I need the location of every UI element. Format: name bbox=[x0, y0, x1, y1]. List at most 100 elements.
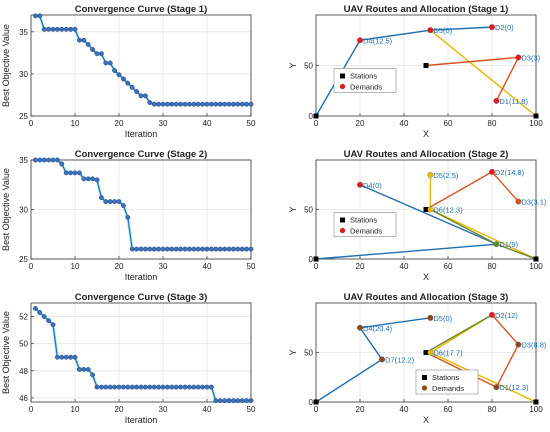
data-point bbox=[195, 246, 201, 252]
data-point bbox=[134, 89, 140, 95]
legend-label: Stations bbox=[350, 72, 377, 81]
data-point bbox=[46, 26, 52, 32]
data-point bbox=[134, 384, 140, 390]
y-tick-label: 50 bbox=[19, 340, 28, 349]
y-tick-label: 46 bbox=[19, 394, 28, 403]
demand-marker bbox=[357, 37, 363, 44]
data-point bbox=[37, 157, 43, 163]
data-point bbox=[63, 26, 69, 32]
x-tick-label: 0 bbox=[314, 262, 319, 271]
data-point bbox=[63, 354, 69, 360]
legend-label: Demands bbox=[350, 227, 382, 236]
data-point bbox=[72, 354, 78, 360]
data-point bbox=[50, 322, 56, 328]
data-point bbox=[226, 246, 232, 252]
station-marker bbox=[533, 256, 539, 262]
x-axis-label: Iteration bbox=[125, 272, 158, 282]
demand-marker bbox=[489, 168, 495, 175]
legend-demand-swatch bbox=[339, 227, 346, 234]
station-marker bbox=[313, 256, 319, 262]
data-point bbox=[164, 384, 170, 390]
chart-title: Convergence Curve (Stage 1) bbox=[75, 4, 208, 15]
demand-label: D2(12) bbox=[495, 311, 518, 320]
data-point bbox=[68, 354, 74, 360]
legend-box bbox=[333, 68, 397, 93]
data-point bbox=[129, 384, 135, 390]
x-tick-label: 20 bbox=[115, 405, 124, 414]
y-tick-label: 50 bbox=[304, 349, 313, 358]
data-point bbox=[32, 157, 38, 163]
data-point bbox=[156, 384, 162, 390]
data-point bbox=[107, 60, 113, 66]
x-axis-label: X bbox=[423, 129, 429, 139]
x-tick-label: 50 bbox=[247, 262, 256, 271]
data-point bbox=[204, 384, 210, 390]
legend-station-swatch bbox=[340, 73, 345, 79]
data-point bbox=[54, 157, 60, 163]
data-point bbox=[59, 161, 65, 167]
demand-marker bbox=[379, 356, 385, 363]
data-point bbox=[81, 176, 87, 182]
x-tick-label: 30 bbox=[159, 119, 168, 128]
x-tick-label: 10 bbox=[71, 405, 80, 414]
data-point bbox=[226, 398, 232, 404]
data-point bbox=[32, 305, 38, 311]
data-point bbox=[160, 246, 166, 252]
data-point bbox=[107, 384, 113, 390]
demand-marker bbox=[489, 311, 495, 318]
demand-label: D7(12.2) bbox=[385, 355, 415, 364]
data-point bbox=[129, 84, 135, 90]
data-point bbox=[116, 384, 122, 390]
x-tick-label: 80 bbox=[488, 405, 497, 414]
legend-box bbox=[415, 369, 479, 395]
data-point bbox=[147, 384, 153, 390]
data-point bbox=[178, 246, 184, 252]
data-point bbox=[59, 354, 65, 360]
legend-station-swatch bbox=[422, 375, 427, 380]
data-point bbox=[120, 384, 126, 390]
station-marker bbox=[313, 399, 319, 405]
data-point bbox=[138, 93, 144, 99]
data-point bbox=[54, 354, 60, 360]
data-point bbox=[156, 246, 162, 252]
y-tick-label: 50 bbox=[304, 62, 313, 71]
x-tick-label: 10 bbox=[71, 119, 80, 128]
data-point bbox=[68, 170, 74, 176]
x-tick-label: 40 bbox=[400, 405, 409, 414]
data-point bbox=[107, 199, 113, 205]
x-tick-label: 40 bbox=[400, 119, 409, 128]
data-point bbox=[81, 37, 87, 43]
data-point bbox=[169, 384, 175, 390]
x-tick-label: 50 bbox=[247, 119, 256, 128]
x-tick-label: 100 bbox=[529, 119, 543, 128]
demand-label: D3(8.8) bbox=[521, 341, 547, 350]
y-tick-label: 25 bbox=[19, 112, 28, 121]
data-point bbox=[46, 318, 52, 324]
demand-label: D1(9) bbox=[499, 240, 518, 249]
data-point bbox=[178, 101, 184, 107]
data-point bbox=[50, 26, 56, 32]
data-point bbox=[46, 157, 52, 163]
data-point bbox=[248, 398, 254, 404]
data-point bbox=[191, 101, 197, 107]
data-point bbox=[213, 398, 219, 404]
data-point bbox=[112, 384, 118, 390]
x-tick-label: 0 bbox=[29, 405, 34, 414]
data-point bbox=[103, 60, 109, 66]
demand-marker bbox=[493, 97, 500, 104]
demand-marker bbox=[357, 181, 363, 188]
y-tick-label: 35 bbox=[19, 28, 28, 37]
x-tick-label: 30 bbox=[159, 405, 168, 414]
route-line bbox=[315, 317, 431, 403]
chart-title: Convergence Curve (Stage 3) bbox=[75, 292, 208, 303]
data-point bbox=[116, 199, 122, 205]
data-point bbox=[125, 80, 131, 86]
axes-frame bbox=[30, 14, 252, 117]
data-point bbox=[32, 13, 38, 19]
y-axis-label: Best Objective Value bbox=[1, 168, 11, 251]
data-point bbox=[81, 367, 87, 372]
station-marker bbox=[533, 399, 539, 405]
data-point bbox=[235, 101, 241, 107]
chart-panel-2: 0 10 20 30 40 50 25 30 35 Convergence Curve (Stag… bbox=[1, 149, 256, 282]
data-point bbox=[239, 246, 245, 252]
